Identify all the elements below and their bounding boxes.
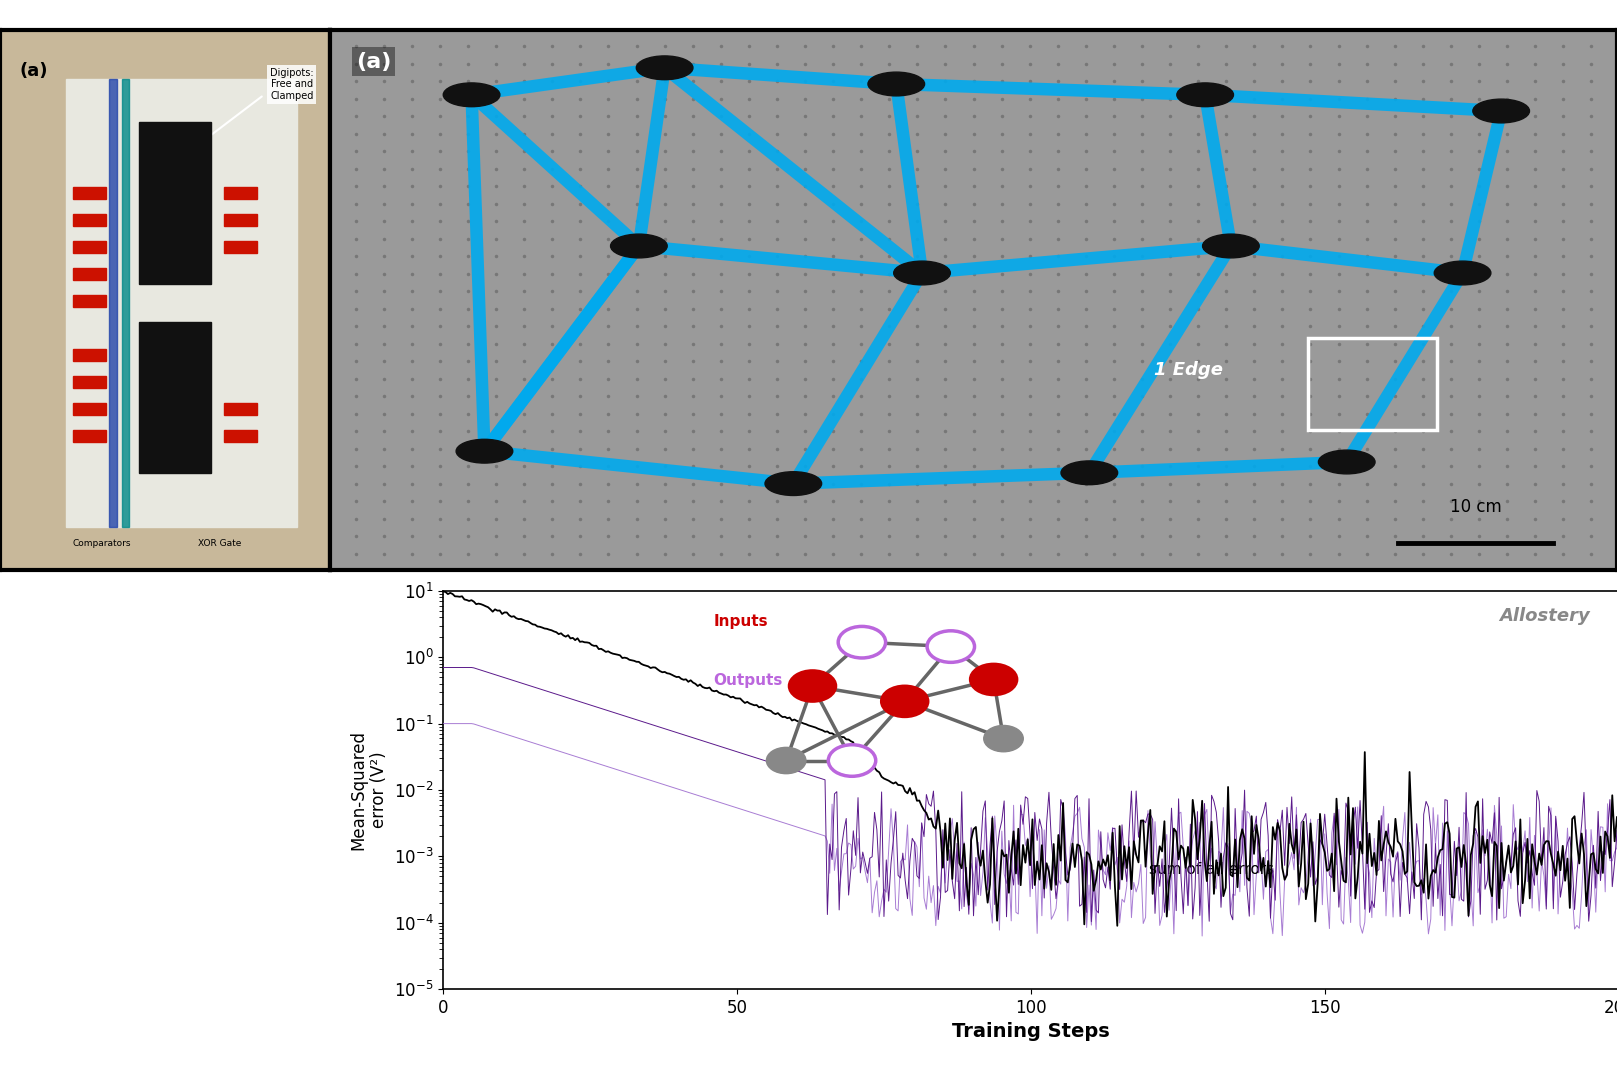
Bar [73,349,105,361]
Circle shape [765,472,821,496]
Circle shape [881,686,928,717]
Circle shape [868,72,925,96]
Bar [73,376,105,388]
Bar [73,403,105,415]
Text: 1 Edge: 1 Edge [1153,361,1222,379]
Circle shape [970,664,1017,696]
Text: 10 cm: 10 cm [1449,498,1501,516]
Text: Allostery: Allostery [1499,607,1590,624]
Text: (a): (a) [19,63,49,80]
Bar [73,187,105,199]
Bar [139,322,212,473]
Circle shape [927,631,975,662]
Circle shape [456,440,513,463]
Circle shape [637,56,694,80]
Bar [73,241,105,253]
Text: Inputs: Inputs [713,613,768,629]
Circle shape [1203,234,1260,258]
Circle shape [1061,461,1117,485]
Bar [73,295,105,307]
Text: Digipots:
Free and
Clamped: Digipots: Free and Clamped [270,68,314,102]
Bar [225,430,257,442]
X-axis label: Training Steps: Training Steps [952,1023,1111,1041]
Circle shape [894,261,951,285]
Circle shape [1473,99,1530,123]
Circle shape [443,83,500,107]
Circle shape [828,745,876,777]
Text: sum of all errors: sum of all errors [1150,862,1274,877]
Bar [73,214,105,226]
Text: XOR Gate: XOR Gate [197,539,241,549]
Bar [225,187,257,199]
Bar [225,403,257,415]
Circle shape [789,671,836,702]
Bar [1308,338,1438,430]
Circle shape [983,726,1024,752]
Bar [66,79,298,527]
Bar [108,79,116,527]
Bar [73,430,105,442]
Bar [73,268,105,280]
Circle shape [1318,450,1374,474]
Circle shape [838,626,886,658]
Text: (a): (a) [356,52,391,71]
Bar [123,79,129,527]
Circle shape [1434,261,1491,285]
Text: Outputs: Outputs [713,673,783,688]
Text: Comparators: Comparators [73,539,131,549]
Circle shape [611,234,668,258]
Circle shape [766,747,805,773]
Circle shape [1177,83,1234,107]
Bar [139,122,212,284]
Bar [225,214,257,226]
Bar [225,241,257,253]
Y-axis label: Mean-Squared
error (V²): Mean-Squared error (V²) [349,730,388,850]
